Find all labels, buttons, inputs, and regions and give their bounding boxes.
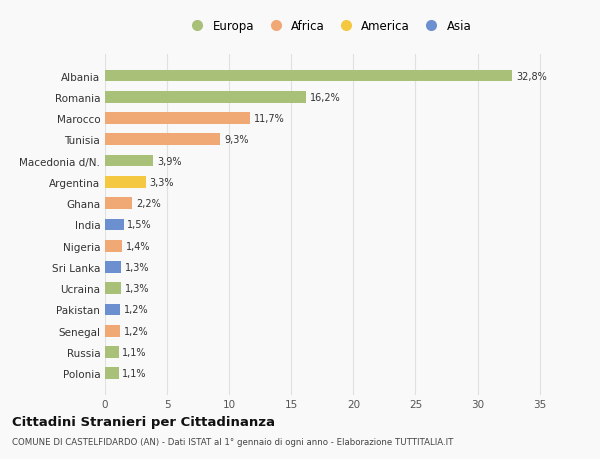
Bar bbox=[105, 198, 133, 209]
Text: Cittadini Stranieri per Cittadinanza: Cittadini Stranieri per Cittadinanza bbox=[12, 415, 275, 428]
Legend: Europa, Africa, America, Asia: Europa, Africa, America, Asia bbox=[185, 20, 472, 33]
Bar bbox=[105, 262, 121, 273]
Text: 32,8%: 32,8% bbox=[516, 71, 547, 81]
Text: 1,3%: 1,3% bbox=[125, 284, 149, 294]
Bar bbox=[105, 241, 122, 252]
Bar bbox=[105, 304, 120, 316]
Text: 3,3%: 3,3% bbox=[150, 178, 174, 187]
Bar bbox=[105, 113, 250, 125]
Bar bbox=[105, 283, 121, 294]
Text: 1,3%: 1,3% bbox=[125, 263, 149, 272]
Text: 1,1%: 1,1% bbox=[122, 347, 147, 357]
Bar bbox=[105, 325, 120, 337]
Text: 3,9%: 3,9% bbox=[157, 156, 182, 166]
Bar bbox=[105, 92, 306, 103]
Text: 11,7%: 11,7% bbox=[254, 114, 285, 124]
Text: 1,5%: 1,5% bbox=[127, 220, 152, 230]
Text: 1,1%: 1,1% bbox=[122, 369, 147, 379]
Bar bbox=[105, 177, 146, 188]
Bar bbox=[105, 156, 154, 167]
Text: 1,2%: 1,2% bbox=[124, 305, 148, 315]
Bar bbox=[105, 134, 220, 146]
Text: 16,2%: 16,2% bbox=[310, 93, 341, 102]
Text: 2,2%: 2,2% bbox=[136, 199, 161, 209]
Text: 1,2%: 1,2% bbox=[124, 326, 148, 336]
Text: COMUNE DI CASTELFIDARDO (AN) - Dati ISTAT al 1° gennaio di ogni anno - Elaborazi: COMUNE DI CASTELFIDARDO (AN) - Dati ISTA… bbox=[12, 437, 454, 446]
Bar bbox=[105, 219, 124, 231]
Bar bbox=[105, 368, 119, 379]
Bar bbox=[105, 347, 119, 358]
Text: 1,4%: 1,4% bbox=[126, 241, 151, 251]
Bar bbox=[105, 71, 512, 82]
Text: 9,3%: 9,3% bbox=[224, 135, 249, 145]
